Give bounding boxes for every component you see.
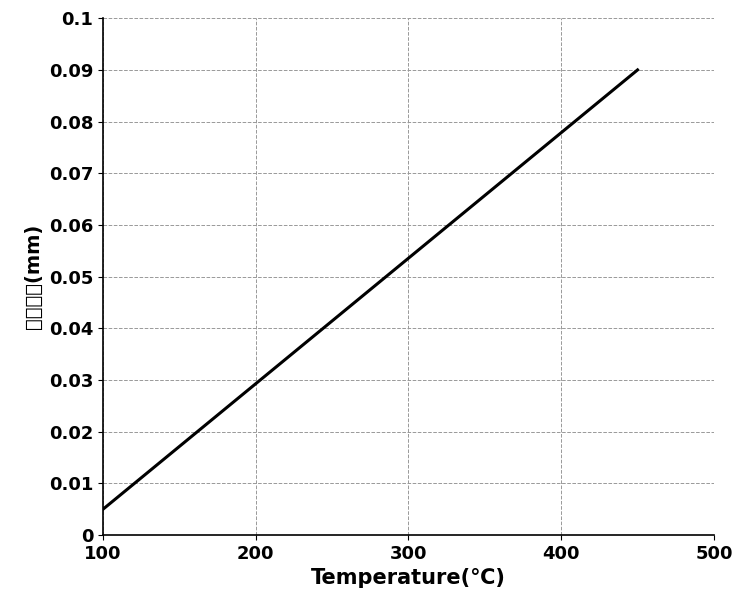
Y-axis label: 열팩장량(mm): 열팩장량(mm) (24, 224, 43, 330)
X-axis label: Temperature(℃): Temperature(℃) (311, 568, 506, 589)
